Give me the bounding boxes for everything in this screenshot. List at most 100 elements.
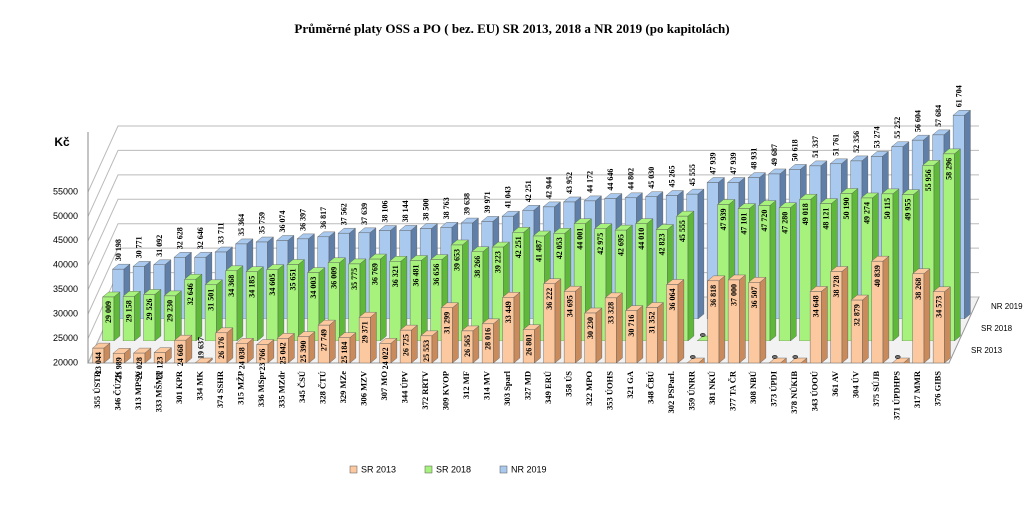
value-label: 45 265: [668, 166, 677, 188]
x-tick-label: 327 MD: [523, 371, 533, 400]
value-label: 36 481: [412, 264, 421, 286]
value-label: 40 839: [873, 265, 882, 287]
bar: [358, 317, 371, 363]
x-tick-label: 377 TA ČR: [728, 370, 738, 411]
legend-swatch: [499, 465, 508, 474]
chart-title: Průměrné platy OSS a PO ( bez. EU) SR 20…: [294, 21, 729, 36]
bar-side: [349, 332, 357, 363]
value-label: 29 158: [125, 300, 134, 322]
bar-side: [134, 290, 141, 341]
bar: [307, 272, 320, 341]
value-label: 26 725: [402, 334, 411, 356]
bar: [276, 338, 289, 363]
x-tick-label: 313 MPSV: [133, 370, 143, 410]
bar: [604, 297, 617, 363]
bar-side: [308, 331, 316, 363]
bar: [338, 337, 351, 363]
x-tick-label: 346 ČÚZK: [113, 371, 123, 411]
x-tick-label: 353 ÚOHS: [605, 371, 615, 410]
x-tick-label: 345 ČSÚ: [297, 371, 307, 403]
value-label: 42 695: [617, 234, 626, 256]
value-label: 31 092: [155, 235, 164, 257]
x-tick-label: 359 ÚNRR: [687, 370, 697, 410]
y-tick-label: 50000: [53, 211, 78, 221]
bar-side: [370, 311, 377, 363]
bar-side: [554, 278, 562, 363]
bar: [225, 270, 238, 341]
value-label: 32 646: [196, 227, 205, 249]
value-label: 44 001: [576, 228, 585, 250]
value-label: 38 266: [473, 256, 482, 278]
bar: [174, 339, 187, 363]
y-tick-label: 30000: [53, 309, 78, 319]
value-label: 22 028: [135, 357, 144, 379]
value-label: 39 971: [483, 191, 492, 213]
bar: [830, 271, 843, 363]
value-label: 29 371: [361, 321, 370, 343]
value-label: 37 639: [360, 203, 369, 225]
value-label: 42 823: [658, 233, 667, 255]
value-label: 36 064: [668, 289, 677, 311]
value-label: 55 252: [893, 117, 902, 139]
value-label: 0: [894, 355, 903, 359]
bar: [204, 284, 217, 341]
value-label: 34 605: [268, 274, 277, 296]
value-label: 39 653: [453, 249, 462, 271]
bar-side: [431, 330, 439, 363]
value-label: 34 185: [248, 276, 257, 298]
bar: [102, 296, 115, 341]
value-label: 27 749: [320, 329, 329, 351]
value-label: 33 449: [504, 301, 513, 323]
bar: [502, 297, 515, 363]
value-label: 37 562: [340, 203, 349, 225]
value-label: 38 144: [401, 200, 410, 222]
value-label: 47 280: [781, 212, 790, 234]
bar: [799, 199, 812, 341]
value-label: 28 016: [484, 328, 493, 350]
value-label: 53 274: [873, 126, 882, 148]
bar: [758, 205, 771, 341]
y-tick-label: 35000: [53, 284, 78, 294]
y-axis-label: Kč: [54, 135, 70, 149]
value-label: 35 775: [350, 268, 359, 290]
value-label: 34 648: [812, 295, 821, 317]
bar-side: [780, 357, 787, 363]
x-tick-label: 329 MZe: [338, 371, 348, 404]
x-tick-label: 312 MF: [461, 371, 471, 399]
bar-side: [882, 255, 890, 363]
x-tick-label: 308 NBÚ: [748, 371, 758, 404]
legend-swatch: [424, 465, 433, 474]
x-tick-label: 304 ÚV: [851, 370, 861, 398]
x-tick-label: 381 NKÚ: [707, 371, 717, 405]
y-tick-label: 55000: [53, 186, 78, 196]
value-label: 35 364: [237, 214, 246, 236]
value-label: 39 638: [463, 193, 472, 215]
x-tick-label: 321 GA: [625, 370, 635, 398]
bar: [215, 332, 228, 363]
bar: [450, 244, 463, 341]
bar-side: [821, 286, 828, 363]
x-tick-label: 315 MŽP: [236, 371, 246, 405]
bar: [348, 263, 361, 341]
value-label: 25 553: [422, 340, 431, 362]
bar: [543, 283, 556, 363]
bar-side: [616, 292, 623, 363]
value-label: 49 955: [904, 199, 913, 221]
bar: [614, 229, 627, 341]
value-label: 29 230: [166, 300, 175, 322]
bar-side: [523, 226, 531, 341]
bar: [666, 284, 679, 363]
bar-side: [113, 291, 121, 341]
bar: [112, 353, 125, 363]
bar-side: [687, 210, 695, 341]
legend-label: SR 2018: [436, 464, 471, 474]
value-label: 45 555: [688, 164, 697, 186]
value-label: 0: [791, 355, 800, 359]
bar: [871, 260, 884, 363]
row-label: SR 2018: [981, 324, 1013, 333]
x-tick-label: 358 ÚS: [564, 371, 574, 397]
bar-side: [903, 357, 910, 363]
value-label: 42 251: [524, 180, 533, 202]
value-label: 31 352: [648, 312, 657, 334]
bar-side: [964, 109, 971, 319]
